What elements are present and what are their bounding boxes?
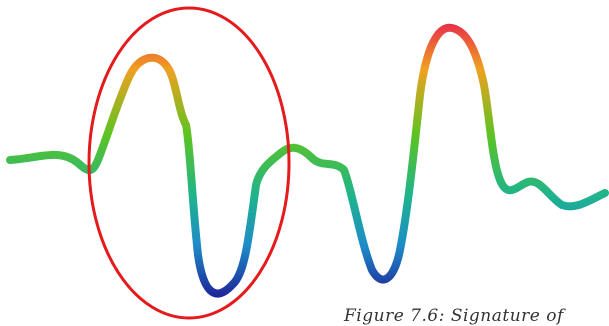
waveform-curve: [6, 23, 609, 298]
figure-caption: Figure 7.6: Signature of: [344, 306, 564, 326]
highlight-ellipse: [87, 6, 291, 320]
